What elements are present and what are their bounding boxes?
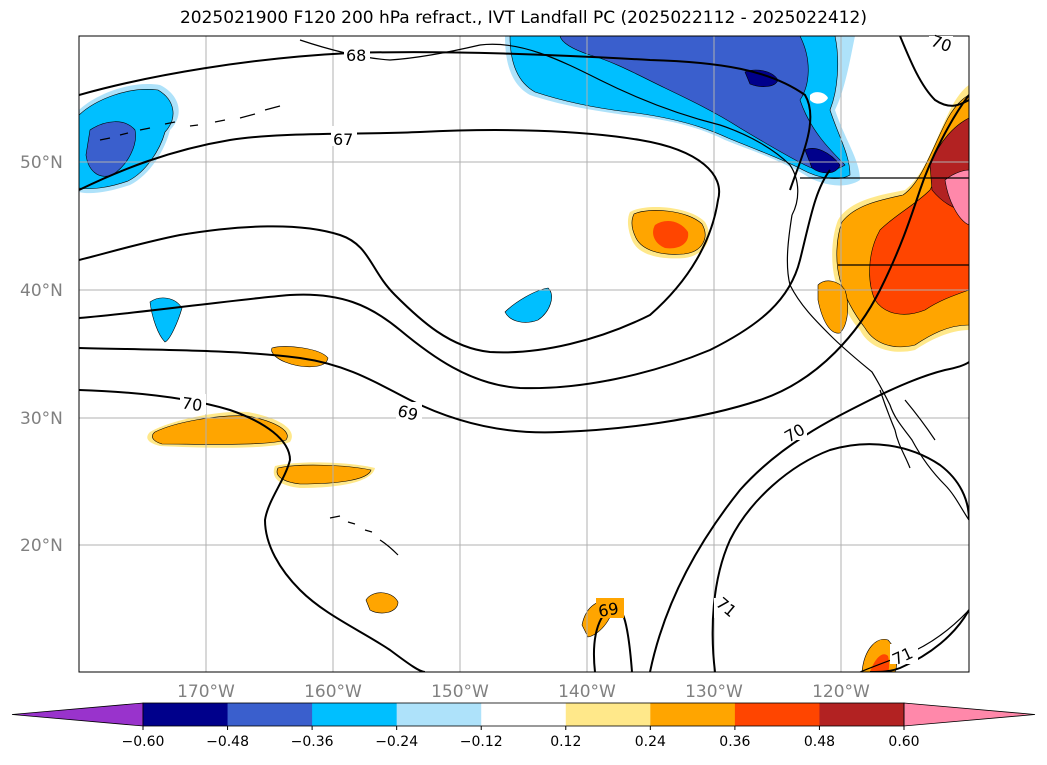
contour-label-68: 68 [346,46,366,65]
bering-field-blue [85,121,136,177]
colorbar-tick-label: 0.24 [635,734,666,750]
negative-anomaly-fields [79,36,860,343]
latitude-labels: 50°N 40°N 30°N 20°N [20,153,63,556]
colorbar-tick-label: −0.60 [122,734,165,750]
colorbar-tick-label: 0.60 [888,734,919,750]
contour-70-east [649,361,969,672]
lat-label-50n: 50°N [20,153,63,173]
contour-label-70-west: 70 [181,393,204,415]
pacific-10n-field-red [870,654,890,672]
contour-label-69: 69 [396,401,421,425]
colorbar-tick-label: −0.12 [460,734,503,750]
bc-field-white [810,92,828,104]
contour-label-67: 67 [333,130,353,149]
gulf-alaska-field-navy-2 [804,148,841,174]
contour-label-69-south: 69 [597,599,620,621]
colorbar-tick-label: 0.12 [550,734,581,750]
contour-68 [79,51,812,191]
colorbar-tick-label: 0.48 [804,734,835,750]
colorbar-segment [312,703,398,726]
colorbar-extend-high [903,702,1036,727]
colorbar-segment [565,703,651,726]
lon-label-130w: 130°W [685,682,743,702]
hawaii-islands [329,515,399,556]
colorbar-tick-label: −0.48 [206,734,249,750]
west-us-field-pink [944,169,969,226]
lat-label-30n: 30°N [20,409,63,429]
colorbar-segment [396,703,482,726]
colorbar-segment [227,703,313,726]
colorbar-outline [142,702,905,727]
colorbar-tick-label: −0.24 [375,734,418,750]
refractivity-contours [79,36,969,672]
lat-label-40n: 40°N [20,281,63,301]
aleutian-chain [99,105,281,141]
alaska-coast [299,39,799,216]
colorbar-tick-label: −0.36 [291,734,334,750]
pacific-28n-field-orange [152,415,288,445]
lon-label-150w: 150°W [431,682,489,702]
colorbar-segment [734,703,820,726]
gulf-alaska-field-blue [559,36,846,171]
lon-label-120w: 120°W [812,682,870,702]
pacific-16n-field [365,592,399,614]
longitude-labels: 170°W 160°W 150°W 140°W 130°W 120°W [177,682,870,702]
contour-69-inner [79,169,831,390]
colorbar-tick-label: 0.36 [719,734,750,750]
colorbar-segment [481,703,567,726]
nevada-field-orange [817,280,849,334]
colorbar: −0.60 −0.48 −0.36 −0.24 −0.12 0.12 0.24 0.36 0.4… [11,702,1036,750]
contour-70-ne [899,36,969,107]
colorbar-segment [650,703,736,726]
pacific-38n-field-neg [504,287,552,323]
contour-70-west [79,389,426,672]
colorbar-extend-low [11,702,144,727]
map-title: 2025021900 F120 200 hPa refract., IVT La… [179,8,867,28]
lon-label-140w: 140°W [558,682,616,702]
lat-label-20n: 20°N [20,536,63,556]
lon-label-160w: 160°W [304,682,362,702]
colorbar-segment [819,703,905,726]
lon-label-170w: 170°W [177,682,235,702]
colorbar-segment [143,703,229,726]
pacific-45n-field-red [653,220,689,249]
contour-69-outer [79,94,969,434]
plot-frame [78,35,970,673]
baja-coast [879,389,936,469]
